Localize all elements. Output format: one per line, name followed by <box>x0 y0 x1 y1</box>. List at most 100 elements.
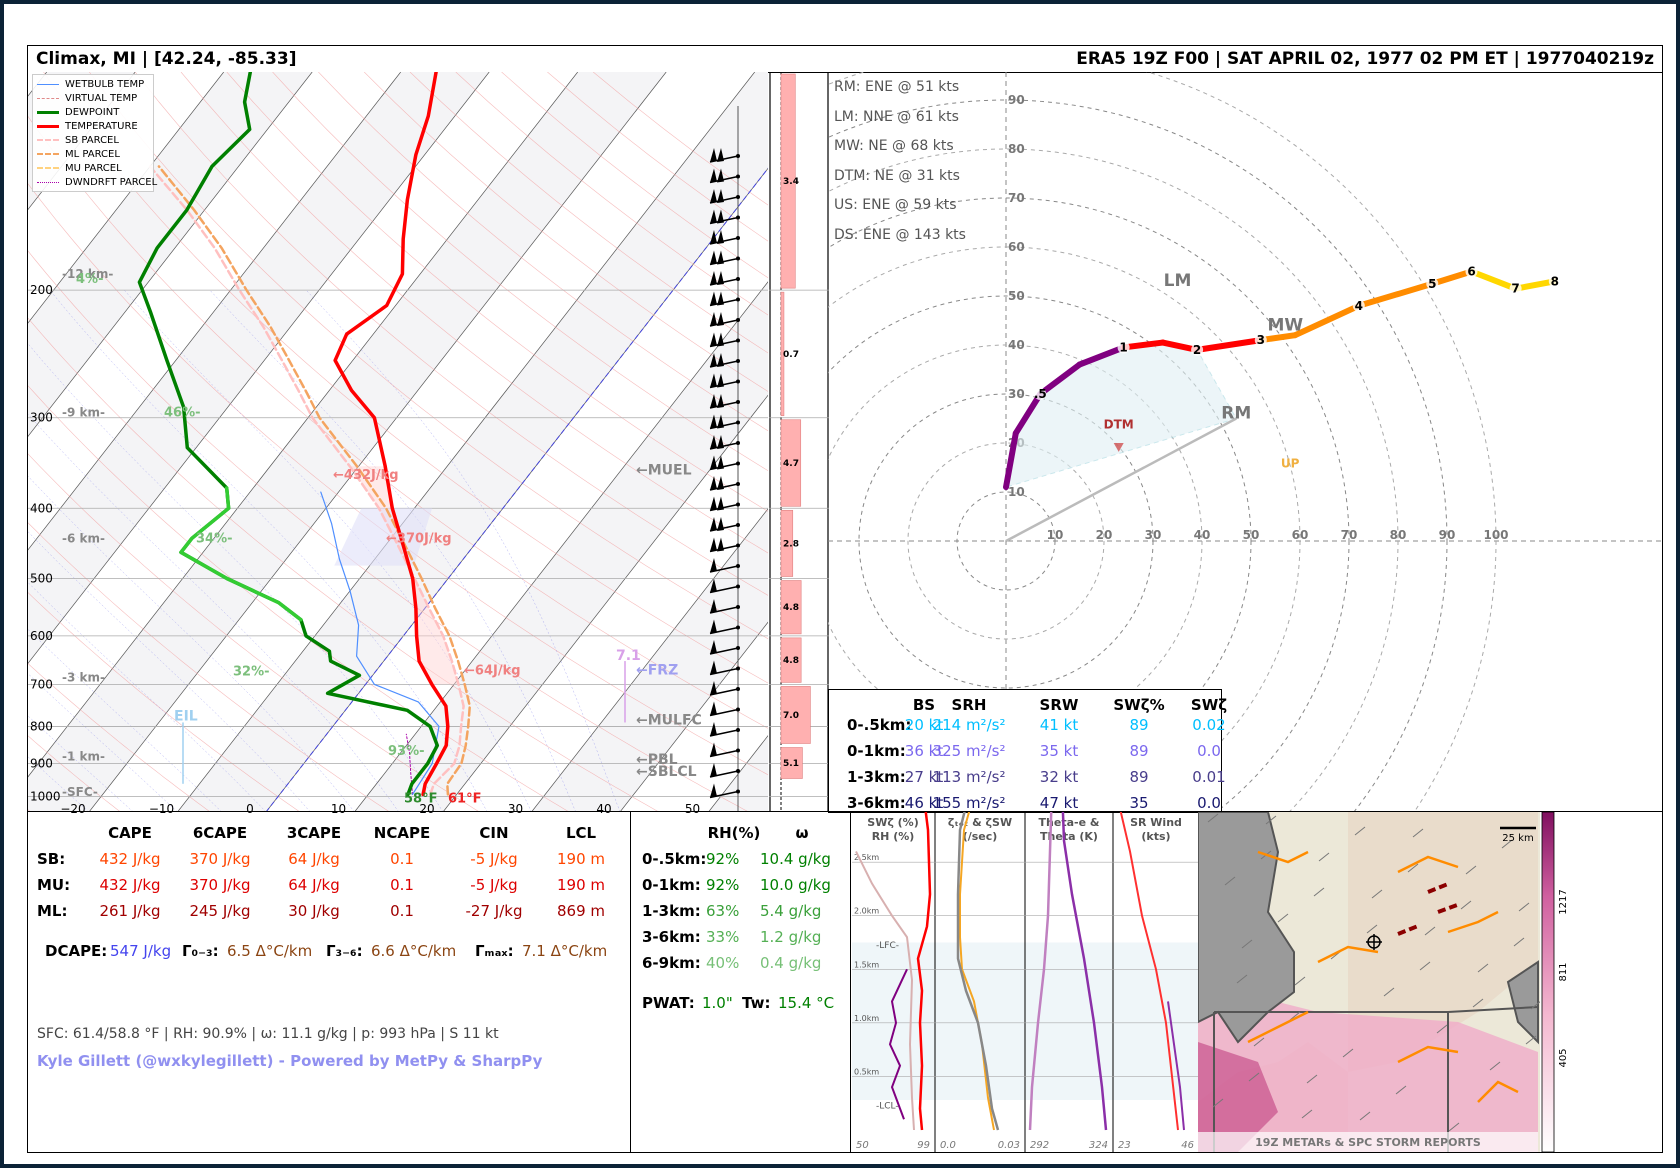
barb-flag <box>717 496 724 511</box>
wind-barb <box>709 517 740 532</box>
hodo-x-tick: 40 <box>1194 528 1211 542</box>
temperature-tick-label: 30 <box>508 802 523 816</box>
profile-title: Theta-e & <box>1039 816 1100 829</box>
map-title: 19Z METARs & SPC STORM REPORTS <box>1255 1136 1481 1149</box>
kinematics-header: BS <box>912 696 936 714</box>
moist-adiabat <box>28 629 222 812</box>
rh-label: 4%- <box>76 272 103 287</box>
bottom-divider <box>28 811 1662 812</box>
legend-swatch <box>37 124 59 128</box>
wind-barb <box>709 332 740 348</box>
pressure-tick-label: 600 <box>30 629 53 643</box>
skewt-plot: 200 300 400 500 600 700 800 900 1000−20 −10 0 10 20 3… <box>28 72 768 816</box>
page: Climax, MI | [42.24, -85.33] ERA5 19Z F0… <box>4 4 1676 1164</box>
metar-barb <box>1383 987 1395 997</box>
pwat-label: PWAT: <box>642 994 695 1012</box>
dry-adiabat <box>318 72 768 432</box>
annotation-frz: ←FRZ <box>636 663 678 679</box>
metar-barb <box>1248 1072 1260 1082</box>
kinematics-table: BS SRH SRW SWζ% SWζ 0-.5km: 20 kt 214 m²/s² 41 k… <box>828 689 1227 813</box>
metar-barb <box>1371 889 1383 899</box>
barb-flag <box>710 312 717 326</box>
legend-swatch <box>37 110 59 114</box>
srh-bar <box>780 419 802 507</box>
annotation-mulfc: ←MULFC <box>636 712 702 728</box>
barb-flag <box>717 394 724 408</box>
vertical-profiles: SWζ (%)RH (%) ζₜₒₜ & ζSW(/sec) Theta-e &Th… <box>852 812 1198 1152</box>
colorbar-tick: 1217 <box>1558 889 1569 914</box>
moist-adiabat <box>49 289 488 812</box>
hodo-x-tick: 60 <box>1292 528 1309 542</box>
barb-flag <box>717 148 724 162</box>
theta-e-profile <box>1061 812 1108 1131</box>
legend-item: SB PARCEL <box>37 134 119 148</box>
hodo-point-bg <box>1509 282 1522 295</box>
legend-label: MU PARCEL <box>65 163 122 174</box>
barb-flag <box>710 476 717 490</box>
isotherm-line <box>531 508 768 812</box>
thermo-cell: 261 J/kg <box>99 902 161 920</box>
barb-flag <box>717 435 724 449</box>
profile-title: (/sec) <box>963 830 998 843</box>
metar-track <box>1447 910 1499 934</box>
swz-pct-profile <box>855 850 915 1131</box>
isotherm-band <box>177 72 768 812</box>
legend-item: TEMPERATURE <box>37 120 138 134</box>
kinematics-row-label: 0-.5km: <box>847 716 912 734</box>
kinematics-cell: 35 kt <box>1039 742 1079 760</box>
barb-flag <box>710 209 717 224</box>
moisture-row-label: 1-3km: <box>642 902 701 920</box>
barb-flag <box>717 373 724 388</box>
hodo-ring <box>956 491 1056 591</box>
temperature-tick-label: 40 <box>596 802 611 816</box>
hodo-segment <box>1512 278 1558 292</box>
rh-profile <box>916 812 932 1131</box>
rh-label: 32%- <box>233 665 270 680</box>
wetbulb-trace <box>320 491 440 795</box>
dry-adiabat <box>272 72 768 472</box>
hodo-y-tick: 80 <box>1008 142 1025 156</box>
profile-axis-max: 99 <box>917 1140 930 1151</box>
wind-barb <box>709 660 740 676</box>
pressure-tick-label: 900 <box>30 756 53 770</box>
kinematics-cell: 20 kt <box>904 716 944 734</box>
thermo-header: CAPE <box>108 824 152 842</box>
hodo-point-label: 8 <box>1551 274 1559 288</box>
wind-barb <box>709 250 740 266</box>
wind-barb <box>709 414 740 430</box>
thermo-cell: 64 J/kg <box>288 850 340 868</box>
height-label: -9 km- <box>62 405 105 419</box>
temperature-tick-label: 0 <box>246 802 254 816</box>
srh-bar-label: 3.4 <box>783 177 799 187</box>
hodo-ring <box>907 442 1105 640</box>
moist-adiabat <box>124 289 532 812</box>
wind-barb <box>709 271 740 286</box>
barb-flag <box>710 148 717 162</box>
wind-barb <box>709 619 740 635</box>
kinematics-cell: 35 <box>1129 794 1149 812</box>
kinematics-cell: 325 m²/s² <box>932 742 1006 760</box>
hodo-point-bg <box>1426 277 1439 290</box>
surface-dewpoint-label: 58°F <box>404 791 437 806</box>
srh-bar <box>780 686 811 744</box>
hodo-x-tick: 80 <box>1390 528 1407 542</box>
metar-barb <box>1289 1011 1301 1021</box>
hodo-x-tick: 30 <box>1145 528 1162 542</box>
sr-wind-profile <box>1119 812 1179 1131</box>
wind-barb <box>709 783 740 799</box>
cape-shade-high <box>1198 1042 1278 1152</box>
hodo-point-label: 4 <box>1355 299 1363 313</box>
hodo-y-tick: 10 <box>1008 485 1025 499</box>
barb-flag <box>710 681 717 695</box>
thermo-header: LCL <box>565 824 597 842</box>
legend-swatch <box>37 83 59 85</box>
kinematics-cell: 32 kt <box>1039 768 1079 786</box>
kinematics-cell: 155 m²/s² <box>932 794 1006 812</box>
annotation-eil: EIL <box>174 708 198 724</box>
barb-flag <box>710 414 717 429</box>
hodo-point-bg <box>1465 265 1478 278</box>
thermo-cell: 370 J/kg <box>189 876 251 894</box>
barb-flag <box>710 455 717 470</box>
thermo-cell: 0.1 <box>390 850 414 868</box>
kinematics-row-label: 3-6km: <box>847 794 906 812</box>
